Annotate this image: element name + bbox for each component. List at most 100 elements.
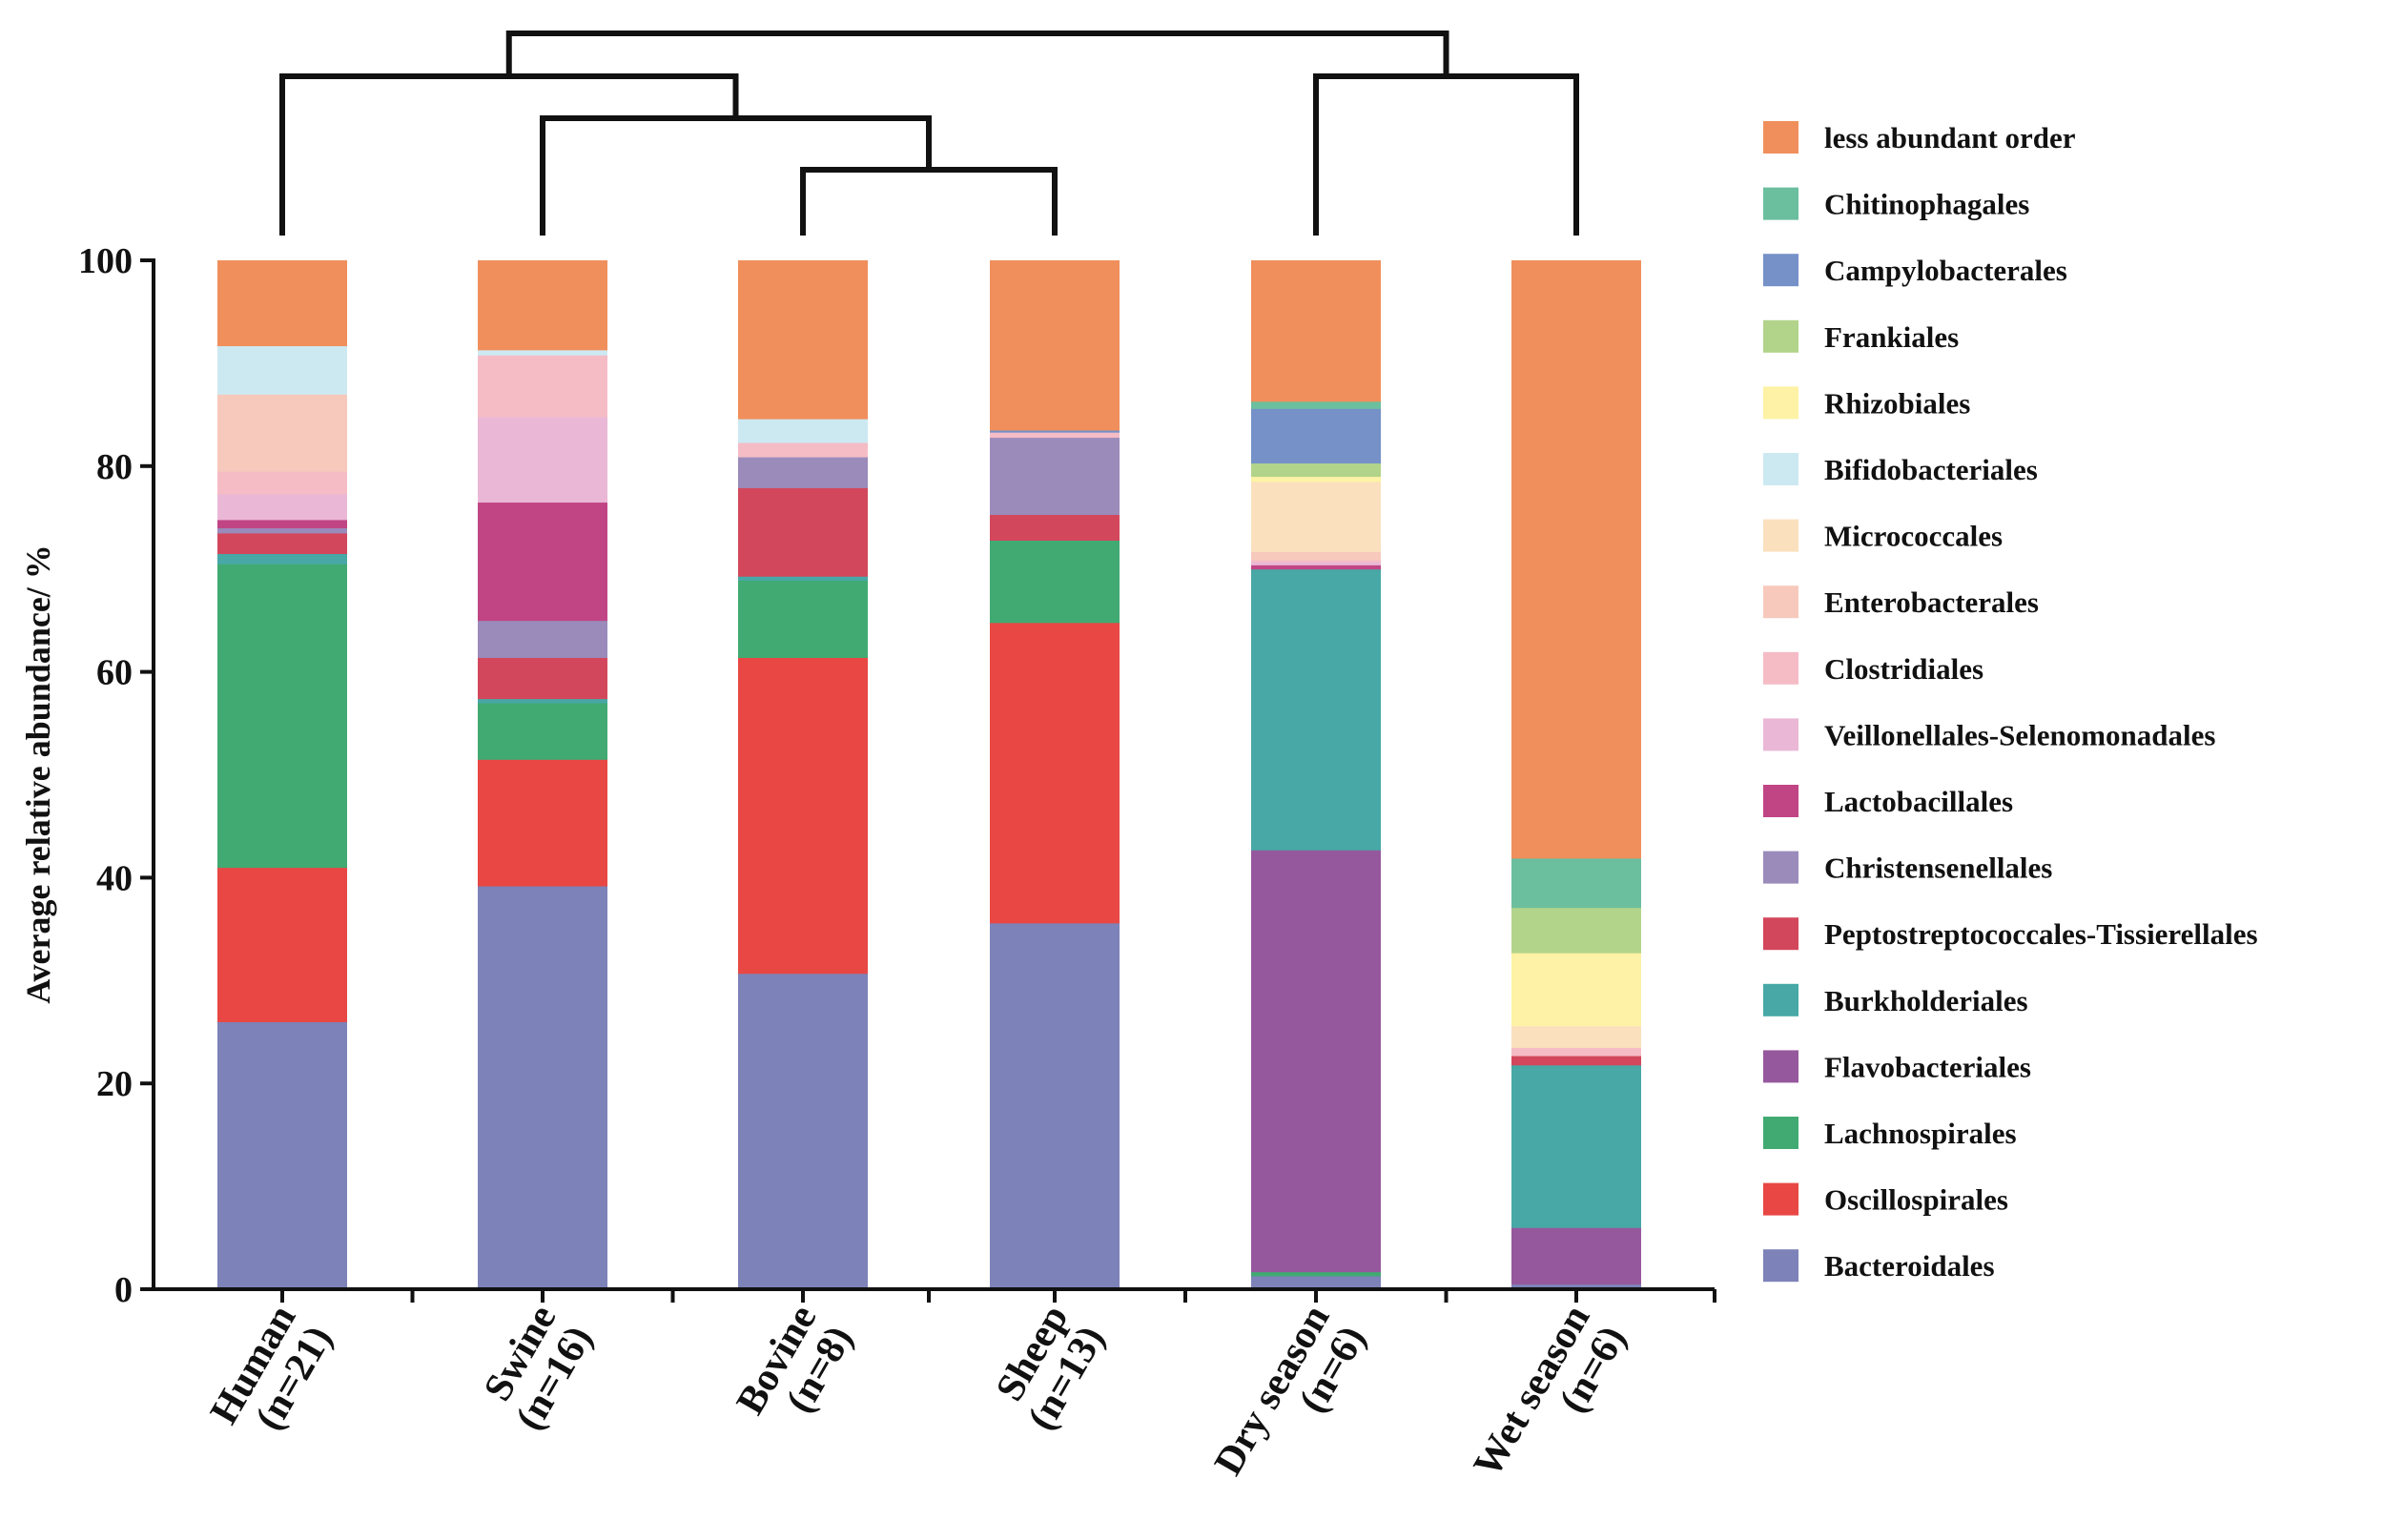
bar-segment-chitinophagales: [1511, 857, 1641, 909]
bar-segment-bacteroidales: [738, 973, 868, 1290]
bar-segment-burkholderiales: [478, 698, 607, 704]
legend-label: Peptostreptococcales-Tissierellales: [1824, 917, 2258, 951]
legend-label: Bifidobacteriales: [1824, 453, 2038, 486]
y-tick-label: 100: [78, 241, 133, 281]
legend-swatch: [1763, 254, 1798, 287]
legend-label: Clostridiales: [1824, 652, 1983, 686]
bar-segment-oscillospirales: [990, 622, 1120, 924]
bar-segment-rhizobiales: [1251, 476, 1381, 483]
x-tick-label: Dry season(n=6): [1206, 1298, 1375, 1483]
bar-segment-bifidobacteriales: [738, 419, 868, 443]
bar-segment-bacteroidales: [217, 1021, 347, 1290]
legend-swatch: [1763, 1117, 1798, 1149]
y-tick-label: 20: [96, 1064, 133, 1104]
dendrogram-branch: [800, 167, 1058, 236]
bar-segment-peptostreptococcales-tissierellales: [990, 514, 1120, 541]
bar-segment-clostridiales: [738, 441, 868, 458]
legend-item: Lactobacillales: [1763, 785, 2013, 818]
bar-segment-burkholderiales: [1251, 568, 1381, 851]
bar-segment-lactobacillales: [478, 502, 607, 622]
legend-item: Campylobacterales: [1763, 254, 2067, 287]
bar-sheep: [990, 260, 1120, 1290]
bar-segment-frankiales: [1511, 907, 1641, 954]
bar-segment-christensenellales: [738, 457, 868, 488]
legend-label: Chitinophagales: [1824, 188, 2029, 221]
bar-bovine: [738, 260, 868, 1290]
bar-segment-lachnospirales: [478, 702, 607, 760]
bar-segment-bacteroidales: [1251, 1275, 1381, 1290]
bar-segment-micrococcales: [1511, 1025, 1641, 1048]
bar-segment-oscillospirales: [217, 867, 347, 1022]
bar-segment-clostridiales: [478, 355, 607, 418]
legend-item: Bacteroidales: [1763, 1249, 1995, 1283]
legend-label: less abundant order: [1824, 121, 2076, 154]
bar-segment-micrococcales: [1251, 481, 1381, 552]
legend-swatch: [1763, 1249, 1798, 1283]
legend-label: Bacteroidales: [1824, 1249, 1995, 1283]
legend-label: Veillonellales-Selenomonadales: [1824, 718, 2215, 751]
bar-human: [217, 260, 347, 1290]
legend-item: Frankiales: [1763, 319, 1959, 354]
bar-segment-lachnospirales: [990, 540, 1120, 624]
legend-item: Burkholderiales: [1763, 983, 2028, 1017]
legend-label: Rhizobiales: [1824, 386, 1970, 420]
bar-segment-campylobacterales: [1251, 408, 1381, 464]
x-tick-label: Swine(n=16): [476, 1298, 602, 1438]
bar-segment-bacteroidales: [478, 886, 607, 1290]
dendrogram: [279, 31, 1579, 236]
legend-swatch: [1763, 1050, 1798, 1083]
bar-segment-less-abundant-order: [217, 260, 347, 347]
bar-segment-bifidobacteriales: [478, 349, 607, 356]
legend-label: Flavobacteriales: [1824, 1050, 2031, 1083]
bar-segment-oscillospirales: [738, 657, 868, 975]
legend-label: Frankiales: [1824, 320, 1959, 354]
bar-segment-clostridiales: [1251, 559, 1381, 563]
legend-label: Micrococcales: [1824, 520, 2003, 553]
bar-segment-bifidobacteriales: [217, 345, 347, 395]
legend-item: Chitinophagales: [1763, 187, 2029, 221]
bar-segment-clostridiales: [1511, 1047, 1641, 1057]
bar-segment-christensenellales: [478, 620, 607, 658]
bar-wet-season: [1511, 260, 1641, 1290]
y-tick-label: 0: [114, 1270, 133, 1310]
bar-segment-chitinophagales: [1251, 400, 1381, 409]
bar-segment-veillonellales-selenomonadales: [478, 417, 607, 503]
dendrogram-branch: [1313, 73, 1579, 236]
legend: less abundant order Chitinophagales Campyl…: [1763, 121, 2258, 1283]
bar-segment-campylobacterales: [990, 430, 1120, 433]
legend-label: Christensenellales: [1824, 852, 2052, 885]
legend-swatch: [1763, 851, 1798, 884]
legend-item: Micrococcales: [1763, 519, 2003, 553]
y-axis-label: Average relative abundance/ %: [19, 544, 57, 1004]
dendrogram-branch: [540, 115, 932, 236]
bar-segment-rhizobiales: [1511, 953, 1641, 1027]
bars: [217, 260, 1641, 1290]
y-tick-label: 40: [96, 858, 133, 898]
legend-item: Christensenellales: [1763, 851, 2052, 885]
x-tick-label: Wet season(n=6): [1466, 1298, 1635, 1485]
bar-segment-veillonellales-selenomonadales: [1251, 562, 1381, 565]
legend-swatch: [1763, 121, 1798, 154]
bar-segment-lactobacillales: [217, 519, 347, 529]
y-tick-label: 60: [96, 653, 133, 693]
legend-item: Lachnospirales: [1763, 1117, 2017, 1150]
bar-swine: [478, 260, 607, 1290]
bar-segment-christensenellales: [217, 527, 347, 534]
bar-segment-peptostreptococcales-tissierellales: [738, 487, 868, 577]
x-tick-label: Sheep(n=13): [988, 1298, 1114, 1438]
bar-segment-enterobacterales: [1251, 551, 1381, 561]
x-tick-label: Human(n=21): [202, 1298, 341, 1438]
bar-segment-burkholderiales: [738, 576, 868, 582]
legend-item: Oscillospirales: [1763, 1182, 2008, 1217]
legend-swatch: [1763, 983, 1798, 1016]
bar-segment-less-abundant-order: [1511, 260, 1641, 859]
legend-swatch: [1763, 718, 1798, 751]
bar-segment-oscillospirales: [478, 759, 607, 887]
bar-segment-flavobacteriales: [1511, 1227, 1641, 1285]
bar-segment-lactobacillales: [1251, 565, 1381, 570]
legend-item: Veillonellales-Selenomonadales: [1763, 718, 2215, 751]
bar-segment-lachnospirales: [1251, 1271, 1381, 1277]
bar-segment-less-abundant-order: [1251, 260, 1381, 402]
legend-item: Peptostreptococcales-Tissierellales: [1763, 917, 2258, 951]
